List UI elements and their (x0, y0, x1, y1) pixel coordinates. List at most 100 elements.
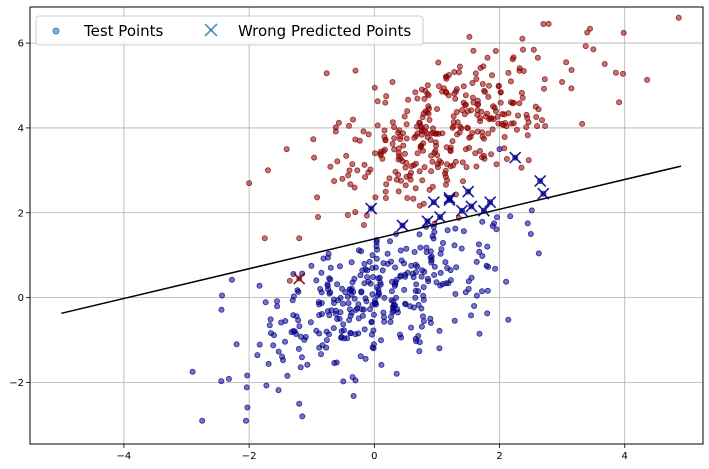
red-test-point (508, 120, 515, 127)
red-test-point (352, 67, 359, 74)
red-test-point (488, 151, 495, 158)
blue-test-point (373, 255, 380, 262)
blue-test-point (369, 273, 376, 280)
red-test-point (395, 188, 402, 195)
blue-test-point (429, 233, 436, 240)
blue-test-point (484, 243, 491, 250)
red-test-point (584, 29, 591, 36)
blue-test-point (361, 260, 368, 267)
red-test-point (460, 83, 467, 90)
red-test-point (391, 146, 398, 153)
red-test-point (520, 68, 527, 75)
red-test-point (391, 135, 398, 142)
red-test-point (423, 130, 430, 137)
legend-test-points-label: Test Points (83, 22, 164, 40)
blue-test-point (437, 250, 444, 257)
red-test-point (386, 175, 393, 182)
blue-test-point (358, 306, 365, 313)
wrong-predicted-marker (443, 193, 456, 207)
red-test-point (311, 154, 318, 161)
red-test-point (444, 177, 451, 184)
red-test-point (433, 106, 440, 113)
red-test-point (389, 79, 396, 86)
blue-test-point (273, 298, 280, 305)
red-test-point (405, 96, 412, 103)
red-test-point (493, 161, 500, 168)
red-test-point (492, 108, 499, 115)
axis-ticks: −4 −2 0 2 4 −2 0 2 4 6 (9, 39, 628, 462)
wrong-predicted-marker (365, 202, 378, 215)
red-test-point (372, 194, 379, 201)
blue-test-point (296, 400, 303, 407)
red-test-point (422, 87, 429, 94)
blue-test-point (478, 288, 485, 295)
red-test-point (246, 180, 253, 187)
blue-test-point (419, 313, 426, 320)
x-tick-label: 0 (371, 451, 377, 462)
blue-test-point (299, 413, 306, 420)
red-test-point (314, 194, 321, 201)
red-test-point (418, 142, 425, 149)
red-test-point (371, 84, 378, 91)
blue-test-point (342, 289, 349, 296)
blue-test-point (476, 330, 483, 337)
x-tick-label: −4 (117, 451, 132, 462)
red-test-point (534, 54, 541, 61)
red-test-point (453, 109, 460, 116)
blue-test-point (218, 306, 225, 313)
red-test-point (429, 183, 436, 190)
red-test-point (579, 120, 586, 127)
wrong-predicted-marker (421, 215, 434, 228)
x-tick-label: 4 (622, 451, 628, 462)
red-test-point (362, 174, 369, 181)
blue-test-point (297, 364, 304, 371)
red-test-point (540, 20, 547, 27)
red-test-point (339, 175, 346, 182)
wrong-predicted-marker (396, 219, 409, 232)
plot-frame (29, 6, 704, 445)
decision-boundary-line (61, 165, 682, 315)
red-test-point (468, 107, 475, 114)
red-test-point (451, 90, 458, 97)
red-test-point (582, 43, 589, 50)
blue-test-point (319, 342, 326, 349)
blue-test-point (380, 309, 387, 316)
red-test-point (542, 123, 549, 130)
red-test-point (354, 167, 361, 174)
red-test-point (411, 134, 418, 141)
red-test-point (389, 119, 396, 126)
red-test-point (395, 156, 402, 163)
blue-test-point (381, 294, 388, 301)
red-test-point (457, 123, 464, 130)
blue-test-point (338, 333, 345, 340)
blue-test-point (370, 327, 377, 334)
blue-test-point (428, 257, 435, 264)
red-test-point (505, 110, 512, 117)
red-test-point (335, 119, 342, 126)
blue-test-point (320, 255, 327, 262)
red-test-point (332, 128, 339, 135)
blue-test-point (317, 351, 324, 358)
blue-test-point (244, 372, 251, 379)
red-test-point (360, 221, 367, 228)
blue-test-point (267, 316, 274, 323)
red-test-point (473, 163, 480, 170)
red-test-point (518, 89, 525, 96)
red-test-point (492, 48, 499, 55)
red-test-point (443, 144, 450, 151)
red-test-point (450, 162, 457, 169)
red-test-point (568, 67, 575, 74)
red-test-point (497, 99, 504, 106)
blue-test-point (471, 302, 478, 309)
blue-test-point (334, 281, 341, 288)
blue-test-point (326, 275, 333, 282)
red-test-point (524, 132, 531, 139)
red-test-point (334, 158, 341, 165)
blue-test-point (328, 307, 335, 314)
blue-test-point (416, 339, 423, 346)
red-test-point (381, 127, 388, 134)
blue-test-point (233, 341, 240, 348)
blue-test-point (476, 248, 483, 255)
wrong-predicted-marker (534, 174, 547, 188)
